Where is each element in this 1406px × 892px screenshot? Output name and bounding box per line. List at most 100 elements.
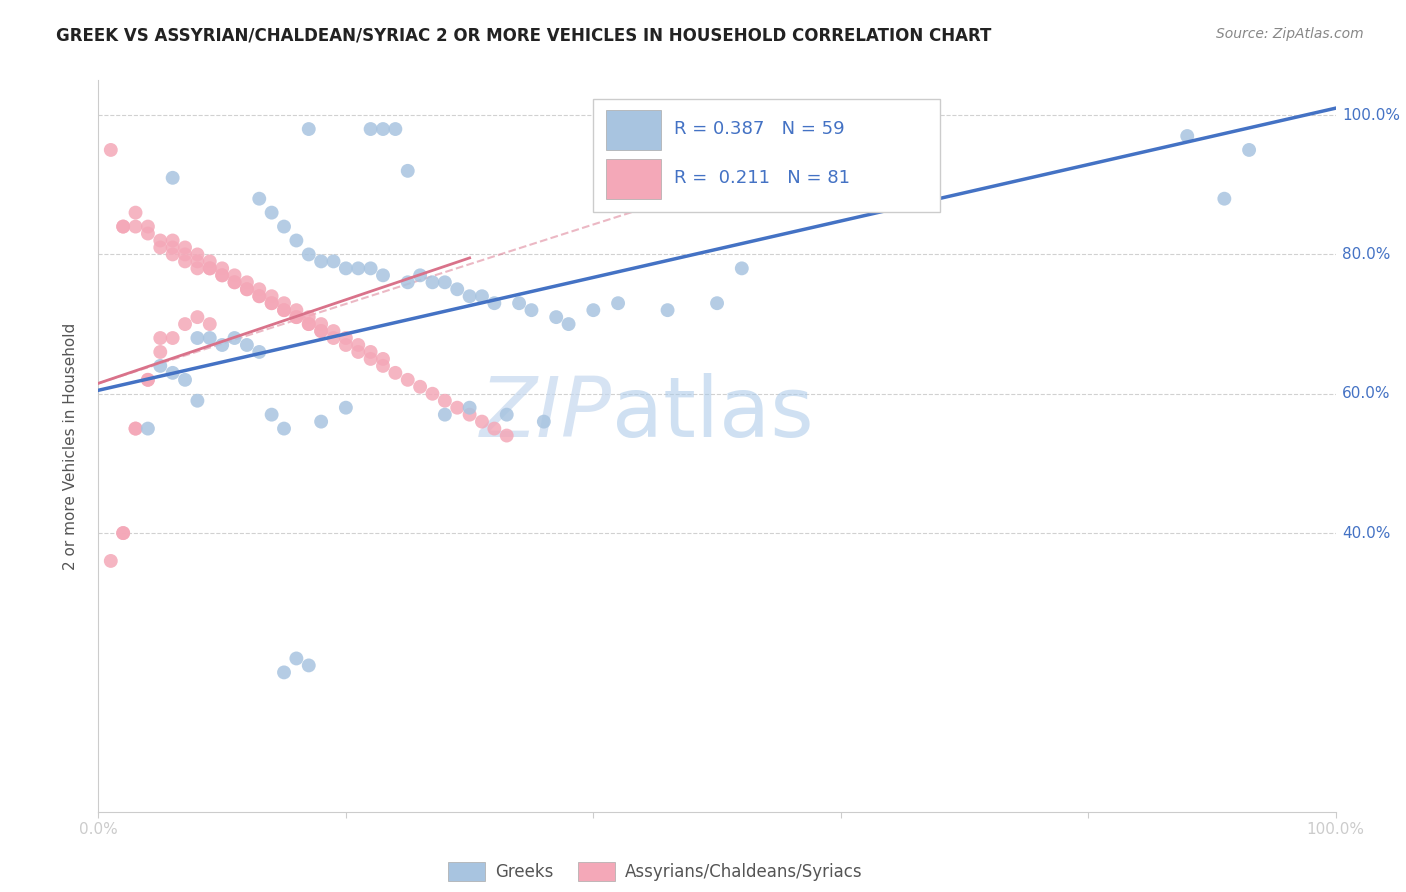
Point bbox=[162, 240, 184, 254]
Point bbox=[174, 373, 197, 387]
Legend: Greeks, Assyrians/Chaldeans/Syriacs: Greeks, Assyrians/Chaldeans/Syriacs bbox=[441, 855, 869, 888]
Point bbox=[384, 122, 406, 136]
FancyBboxPatch shape bbox=[606, 159, 661, 199]
Point bbox=[211, 268, 233, 283]
Point bbox=[211, 338, 233, 352]
Point bbox=[347, 261, 370, 276]
Point bbox=[309, 324, 332, 338]
Point bbox=[298, 247, 321, 261]
Point bbox=[285, 651, 308, 665]
Point bbox=[136, 219, 159, 234]
Text: atlas: atlas bbox=[612, 373, 814, 454]
Point bbox=[273, 303, 295, 318]
Point bbox=[546, 310, 568, 325]
Point bbox=[186, 310, 208, 325]
Point bbox=[322, 254, 344, 268]
Point bbox=[322, 331, 344, 345]
Point bbox=[186, 254, 208, 268]
Point bbox=[136, 421, 159, 435]
Point bbox=[162, 331, 184, 345]
Point bbox=[471, 415, 494, 429]
Point bbox=[360, 345, 382, 359]
Text: 100.0%: 100.0% bbox=[1341, 108, 1400, 122]
Point bbox=[273, 303, 295, 318]
Point bbox=[371, 359, 394, 373]
Text: ZIP: ZIP bbox=[479, 373, 612, 454]
Point bbox=[260, 205, 283, 219]
Point bbox=[198, 261, 221, 276]
Point bbox=[247, 289, 270, 303]
Point bbox=[520, 303, 543, 318]
Point bbox=[260, 296, 283, 310]
Point bbox=[162, 247, 184, 261]
Point bbox=[174, 247, 197, 261]
Point bbox=[236, 282, 259, 296]
Point bbox=[458, 401, 481, 415]
Point bbox=[422, 386, 444, 401]
Point bbox=[335, 338, 357, 352]
Point bbox=[285, 303, 308, 318]
Point bbox=[236, 275, 259, 289]
Point bbox=[186, 261, 208, 276]
Point bbox=[112, 219, 135, 234]
Point bbox=[533, 415, 555, 429]
Point bbox=[198, 261, 221, 276]
Point bbox=[471, 289, 494, 303]
Point bbox=[260, 296, 283, 310]
Point bbox=[247, 282, 270, 296]
Point bbox=[1213, 192, 1236, 206]
Point bbox=[124, 219, 146, 234]
Point bbox=[149, 359, 172, 373]
Point bbox=[260, 408, 283, 422]
Point bbox=[335, 331, 357, 345]
Point bbox=[162, 366, 184, 380]
Point bbox=[409, 268, 432, 283]
Point bbox=[309, 415, 332, 429]
Point bbox=[162, 170, 184, 185]
Point bbox=[124, 421, 146, 435]
Point bbox=[236, 338, 259, 352]
Point bbox=[360, 122, 382, 136]
Point bbox=[433, 393, 456, 408]
Point bbox=[224, 331, 246, 345]
Point bbox=[458, 289, 481, 303]
Text: R = 0.387   N = 59: R = 0.387 N = 59 bbox=[673, 120, 845, 138]
Point bbox=[347, 345, 370, 359]
Point bbox=[446, 401, 468, 415]
Point bbox=[335, 261, 357, 276]
Point bbox=[1237, 143, 1260, 157]
Point bbox=[298, 317, 321, 331]
Point bbox=[124, 205, 146, 219]
Point bbox=[582, 303, 605, 318]
Point bbox=[149, 331, 172, 345]
Point bbox=[360, 261, 382, 276]
Point bbox=[224, 275, 246, 289]
Point bbox=[136, 227, 159, 241]
Point bbox=[273, 665, 295, 680]
Point bbox=[309, 254, 332, 268]
Point bbox=[149, 345, 172, 359]
Point bbox=[309, 324, 332, 338]
Text: 60.0%: 60.0% bbox=[1341, 386, 1391, 401]
Point bbox=[371, 122, 394, 136]
Point bbox=[484, 296, 506, 310]
Point bbox=[112, 526, 135, 541]
Point bbox=[409, 380, 432, 394]
Point bbox=[186, 393, 208, 408]
Point bbox=[298, 122, 321, 136]
Text: R =  0.211   N = 81: R = 0.211 N = 81 bbox=[673, 169, 849, 187]
Point bbox=[273, 421, 295, 435]
Point bbox=[458, 408, 481, 422]
Point bbox=[162, 234, 184, 248]
Point bbox=[198, 317, 221, 331]
Point bbox=[247, 289, 270, 303]
Point bbox=[495, 428, 517, 442]
Point bbox=[360, 351, 382, 366]
Point bbox=[495, 408, 517, 422]
Point bbox=[236, 282, 259, 296]
Point bbox=[322, 324, 344, 338]
Point bbox=[149, 240, 172, 254]
Point bbox=[174, 254, 197, 268]
Point bbox=[211, 268, 233, 283]
Point bbox=[174, 317, 197, 331]
